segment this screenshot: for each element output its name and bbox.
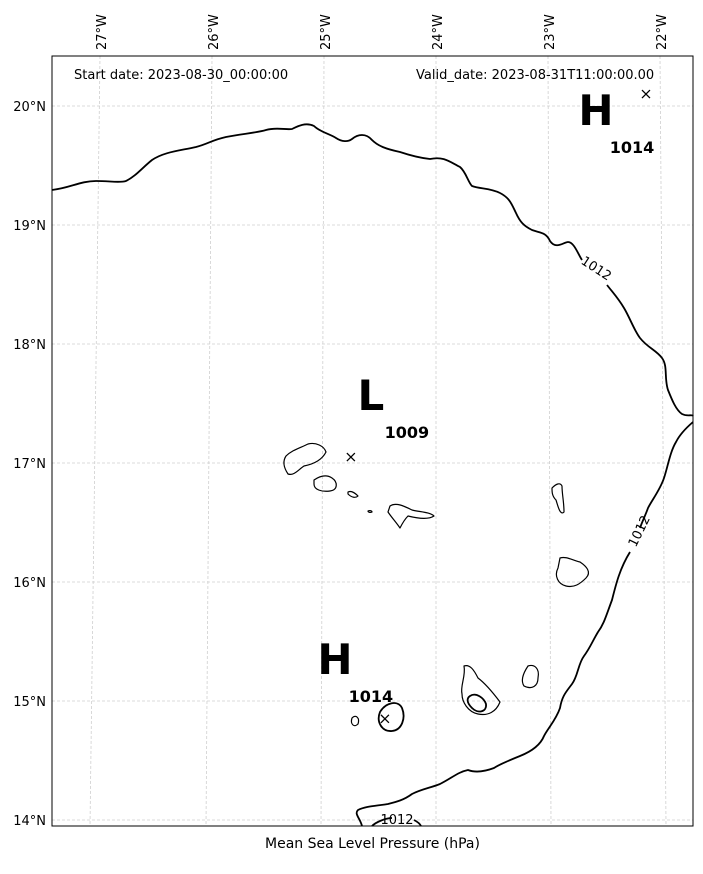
isobar-1012-bottom-arc-right bbox=[413, 819, 422, 827]
lon-label: 24°W bbox=[431, 14, 446, 50]
lat-label: 19°N bbox=[13, 219, 46, 234]
lon-label: 25°W bbox=[319, 14, 334, 50]
low-pressure-letter: L bbox=[357, 371, 384, 420]
coastlines bbox=[283, 442, 590, 727]
lat-label: 18°N bbox=[13, 338, 46, 353]
lon-label: 23°W bbox=[543, 14, 558, 50]
system-centre-marker bbox=[380, 714, 390, 724]
lon-label: 26°W bbox=[207, 14, 222, 50]
latitude-labels: 20°N 19°N 18°N 17°N 16°N 15°N 14°N bbox=[13, 100, 46, 829]
island bbox=[551, 483, 565, 514]
isobar-closed-high bbox=[377, 702, 405, 732]
high-pressure-letter: H bbox=[317, 635, 352, 684]
map-caption: Mean Sea Level Pressure (hPa) bbox=[265, 836, 480, 852]
valid-date-label: Valid_date: 2023-08-31T11:00:00.00 bbox=[416, 68, 654, 83]
start-date-label: Start date: 2023-08-30_00:00:00 bbox=[74, 68, 288, 83]
lat-label: 17°N bbox=[13, 457, 46, 472]
high-pressure-letter: H bbox=[578, 86, 613, 135]
island bbox=[555, 556, 590, 588]
isobar-1012-north bbox=[51, 123, 583, 261]
island bbox=[521, 664, 539, 689]
island bbox=[350, 715, 360, 727]
lat-label: 16°N bbox=[13, 576, 46, 591]
map-frame bbox=[51, 55, 694, 827]
island bbox=[283, 442, 327, 475]
system-pressure-value: 1014 bbox=[349, 687, 394, 706]
isobar-1012-east-lower bbox=[639, 421, 694, 529]
island bbox=[347, 490, 359, 498]
system-pressure-value: 1009 bbox=[385, 423, 430, 442]
graticule bbox=[52, 55, 693, 827]
isobar-label: 1012 bbox=[626, 513, 654, 549]
lon-label: 27°W bbox=[95, 14, 110, 50]
isobar-label: 1012 bbox=[578, 254, 614, 285]
isobar-label: 1012 bbox=[380, 813, 413, 828]
lat-label: 20°N bbox=[13, 100, 46, 115]
isobar-closed-small bbox=[466, 693, 487, 713]
system-pressure-value: 1014 bbox=[610, 138, 655, 157]
system-centre-marker bbox=[641, 89, 651, 99]
isobar-1012-east-upper bbox=[606, 284, 694, 417]
isobar-1012-bottom-arc bbox=[371, 817, 393, 827]
isobars bbox=[51, 123, 694, 827]
longitude-labels: 27°W 26°W 25°W 24°W 23°W 22°W bbox=[95, 14, 670, 50]
lat-label: 15°N bbox=[13, 695, 46, 710]
island bbox=[313, 475, 337, 492]
island bbox=[387, 503, 435, 529]
lon-label: 22°W bbox=[655, 14, 670, 50]
system-centre-marker bbox=[346, 452, 356, 462]
island bbox=[367, 509, 373, 514]
lat-label: 14°N bbox=[13, 814, 46, 829]
isobar-1012-south bbox=[355, 551, 631, 827]
island bbox=[460, 665, 501, 716]
